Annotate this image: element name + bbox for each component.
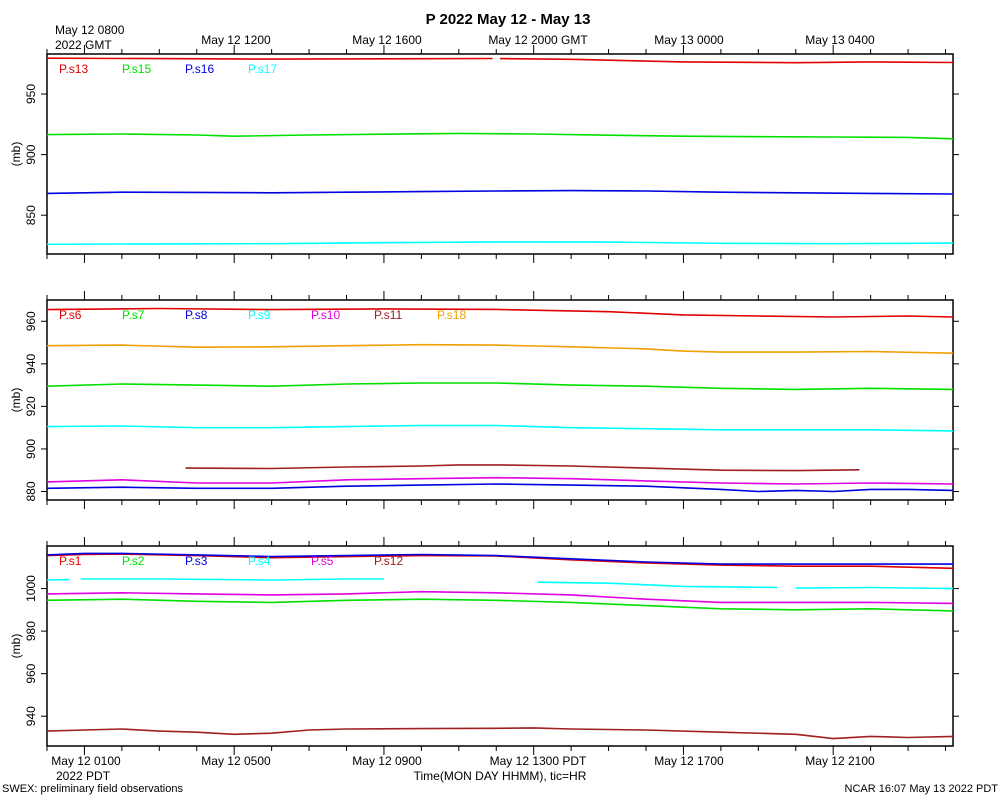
- series-line-P-s10: [46, 476, 954, 485]
- panel-upper: 850 900 950 (mb) P.s13 P.s15 P.s16 P.s17: [9, 45, 959, 263]
- y-axis-label: (mb): [9, 142, 23, 167]
- legend-entry: P.s2: [122, 554, 145, 568]
- top-axis-first-label-line2: 2022 GMT: [55, 38, 112, 52]
- legend-entry: P.s12: [374, 554, 403, 568]
- bottom-axis-label: May 12 0500: [201, 754, 271, 768]
- top-axis-label: May 12 1200: [201, 33, 271, 47]
- footer-left: SWEX: preliminary field observations: [2, 783, 183, 795]
- y-tick-label: 960: [24, 311, 38, 331]
- legend-entry: P.s13: [59, 62, 88, 76]
- legend-entry: P.s1: [59, 554, 82, 568]
- series-line-P-s8: [46, 483, 954, 493]
- series-line-P-s7: [46, 382, 954, 391]
- legend-entry: P.s3: [185, 554, 208, 568]
- y-tick-label: 900: [24, 144, 38, 164]
- y-tick-label: 850: [24, 205, 38, 225]
- legend-entry: P.s5: [311, 554, 334, 568]
- legend-entry: P.s16: [185, 62, 214, 76]
- series-line-P-s16: [46, 189, 954, 195]
- series-line-P-s2: [46, 598, 954, 612]
- bottom-axis-label: May 12 0900: [352, 754, 422, 768]
- legend-entry: P.s17: [248, 62, 277, 76]
- series-line-P-s11: [185, 464, 860, 472]
- series-line-P-s3: [46, 552, 953, 565]
- y-tick-label: 950: [24, 84, 38, 104]
- bottom-axis-label: May 12 1300 PDT: [490, 754, 587, 768]
- series-line-P-s5: [46, 590, 954, 605]
- top-axis-label: May 12 1600: [352, 33, 422, 47]
- legend-entry: P.s18: [437, 308, 466, 322]
- legend-entry: P.s15: [122, 62, 151, 76]
- series-line-P-s9: [46, 424, 954, 432]
- top-axis-label: May 13 0000: [654, 33, 724, 47]
- y-tick-label: 1000: [24, 575, 38, 602]
- y-tick-label: 940: [24, 706, 38, 726]
- y-axis-label: (mb): [9, 634, 23, 659]
- top-axis-label: May 12 2000 GMT: [488, 33, 588, 47]
- legend-entry: P.s8: [185, 308, 208, 322]
- bottom-axis-first-label-line1: May 12 0100: [51, 754, 121, 768]
- bottom-axis-label: May 12 1700: [654, 754, 724, 768]
- x-axis-label: Time(MON DAY HHMM), tic=HR: [414, 769, 587, 783]
- series-line-P-s4: [537, 581, 778, 589]
- panel-lower: 940 960 980 1000 (mb) P.s1 P.s2 P.s3 P.s4 P.s5 P.s…: [9, 537, 959, 755]
- series-line-P-s4: [80, 578, 384, 581]
- legend-entry: P.s11: [374, 308, 403, 322]
- y-tick-label: 920: [24, 396, 38, 416]
- y-tick-label: 900: [24, 439, 38, 459]
- legend-entry: P.s4: [248, 554, 271, 568]
- bottom-axis-first-label-line2: 2022 PDT: [56, 769, 111, 783]
- y-tick-label: 940: [24, 353, 38, 373]
- series-line-P-s15: [46, 132, 954, 140]
- series-line-P-s17: [46, 241, 954, 246]
- legend-entry: P.s6: [59, 308, 82, 322]
- footer-right: NCAR 16:07 May 13 2022 PDT: [845, 783, 999, 795]
- y-tick-label: 980: [24, 621, 38, 641]
- legend-entry: P.s9: [248, 308, 271, 322]
- plot-frame: [46, 299, 954, 501]
- top-axis-label: May 13 0400: [805, 33, 875, 47]
- plot-frame: [46, 53, 954, 255]
- series-line-P-s13: [499, 57, 954, 64]
- series-line-P-s18: [46, 343, 954, 354]
- series-line-P-s12: [46, 727, 954, 740]
- chart-title: P 2022 May 12 - May 13: [426, 11, 591, 28]
- y-axis-label: (mb): [9, 388, 23, 413]
- y-tick-label: 960: [24, 663, 38, 683]
- series-line-P-s4: [795, 586, 954, 590]
- series-line-P-s6: [46, 307, 954, 318]
- plot-frame: [46, 545, 954, 747]
- y-tick-label: 880: [24, 481, 38, 501]
- top-axis-first-label-line1: May 12 0800: [55, 23, 125, 37]
- panel-middle: 880 900 920 940 960 (mb) P.s6 P.s7 P.s8 P.s9 P.s10…: [9, 291, 959, 509]
- legend-entry: P.s10: [311, 308, 340, 322]
- series-line-P-s13: [46, 57, 493, 60]
- bottom-axis-label: May 12 2100: [805, 754, 875, 768]
- legend-entry: P.s7: [122, 308, 145, 322]
